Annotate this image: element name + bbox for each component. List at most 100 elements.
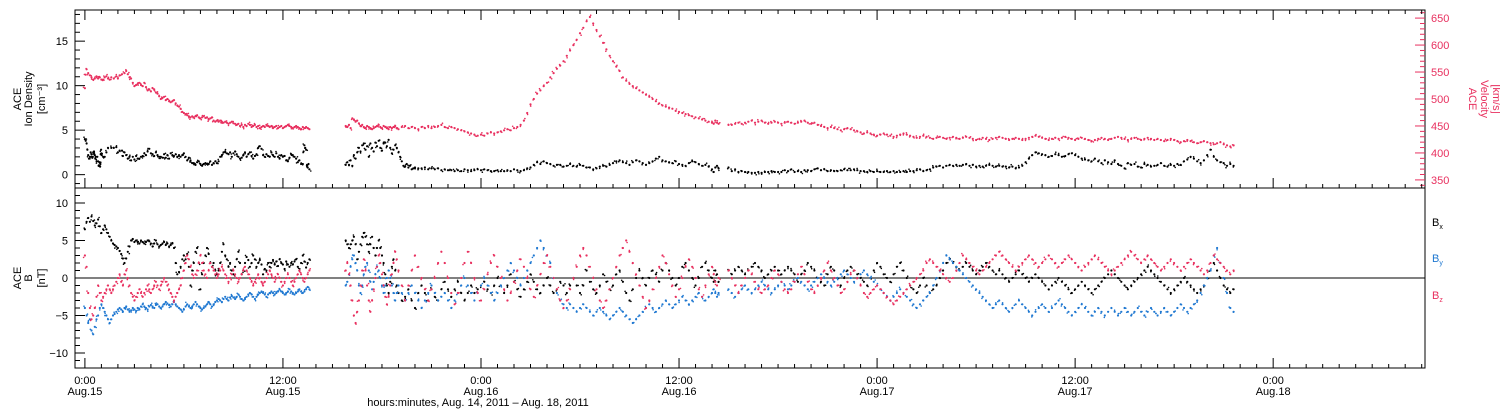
Bx-point <box>355 242 357 245</box>
By-point <box>1113 309 1116 312</box>
Bx-point <box>503 291 506 294</box>
density-point <box>476 167 479 170</box>
Bz-point <box>299 271 302 274</box>
density-point <box>858 172 861 174</box>
Bx-point <box>778 269 781 272</box>
velocity-point <box>664 105 667 108</box>
velocity-point <box>765 121 767 124</box>
velocity-point <box>980 138 983 141</box>
density-point <box>306 149 309 152</box>
Bx-point <box>305 266 307 269</box>
density-point <box>1167 164 1170 166</box>
velocity-point <box>372 125 375 127</box>
density-point <box>1229 162 1232 166</box>
velocity-point <box>550 78 553 80</box>
By-point <box>281 291 284 295</box>
density-point <box>306 166 308 168</box>
Bz-point <box>109 289 111 292</box>
Bz-point <box>170 293 173 295</box>
velocity-point <box>962 136 964 138</box>
density-point <box>1116 162 1120 166</box>
velocity-point <box>1135 136 1138 139</box>
velocity-point <box>1058 139 1061 142</box>
By-point <box>678 301 680 304</box>
velocity-point <box>1057 137 1060 140</box>
Bz-point <box>82 256 85 259</box>
By-point <box>585 306 587 309</box>
Bx-point <box>763 275 765 278</box>
Bx-point <box>273 263 276 266</box>
Bx-point <box>873 271 876 274</box>
velocity-point <box>191 115 194 118</box>
Bx-point <box>116 248 118 251</box>
By-point <box>637 315 639 318</box>
Bz-point <box>922 268 924 270</box>
By-point <box>1189 306 1192 310</box>
velocity-point <box>293 126 296 129</box>
density-point <box>1189 156 1192 159</box>
Bz-point <box>1203 273 1205 275</box>
Bz-point <box>348 272 351 274</box>
Bz-point <box>831 271 833 273</box>
By-point <box>465 286 468 288</box>
Bx-point <box>229 269 232 271</box>
density-point <box>1024 161 1027 164</box>
density-point <box>806 171 809 173</box>
velocity-point <box>1083 138 1086 141</box>
density-point <box>390 148 392 151</box>
Bz-point <box>1209 261 1212 265</box>
velocity-point <box>463 130 465 132</box>
By-point <box>1037 306 1040 308</box>
density-point <box>734 169 736 172</box>
velocity-point <box>285 125 288 128</box>
By-point <box>717 291 720 295</box>
density-point <box>792 169 795 172</box>
Bz-point <box>196 269 199 272</box>
velocity-point <box>1130 137 1133 139</box>
Bz-point <box>276 272 279 275</box>
By-point <box>392 283 395 285</box>
Bz-point <box>197 269 200 272</box>
Bx-point <box>270 261 273 265</box>
Bz-point <box>778 274 780 277</box>
By-point <box>164 302 166 305</box>
Bz-point <box>238 276 242 280</box>
velocity-point <box>1031 136 1034 138</box>
Bx-point <box>911 287 913 289</box>
Bz-point <box>95 295 98 298</box>
density-point <box>753 171 757 174</box>
density-point <box>1055 151 1057 153</box>
Bx-point <box>417 292 419 295</box>
Bx-point <box>995 273 998 275</box>
Bx-point <box>1153 273 1156 276</box>
Bz-point <box>991 258 994 261</box>
Bz-point <box>757 288 760 291</box>
By-point <box>516 276 518 279</box>
By-point <box>754 287 757 289</box>
Bx-point <box>714 269 717 272</box>
velocity-point <box>987 140 989 143</box>
Bz-point <box>1007 261 1010 263</box>
By-point <box>696 296 698 299</box>
density-point <box>138 158 140 160</box>
Bz-point <box>708 275 711 277</box>
density-point <box>955 163 958 166</box>
density-point <box>1216 159 1219 162</box>
density-point <box>414 168 417 170</box>
velocity-point <box>266 123 269 125</box>
Bz-point <box>293 279 295 281</box>
By-point <box>421 306 423 309</box>
By-point <box>489 291 492 295</box>
velocity-point <box>260 126 263 128</box>
Bz-point <box>905 288 907 291</box>
By-point <box>210 307 212 310</box>
density-point <box>97 164 100 166</box>
bottom-panel-data-points <box>82 214 1235 336</box>
By-point <box>131 306 134 310</box>
By-point <box>381 286 383 288</box>
By-point <box>345 283 348 286</box>
Bx-point <box>441 288 443 290</box>
density-point <box>167 155 169 157</box>
By-point <box>1165 311 1167 313</box>
Bx-point <box>641 277 643 280</box>
